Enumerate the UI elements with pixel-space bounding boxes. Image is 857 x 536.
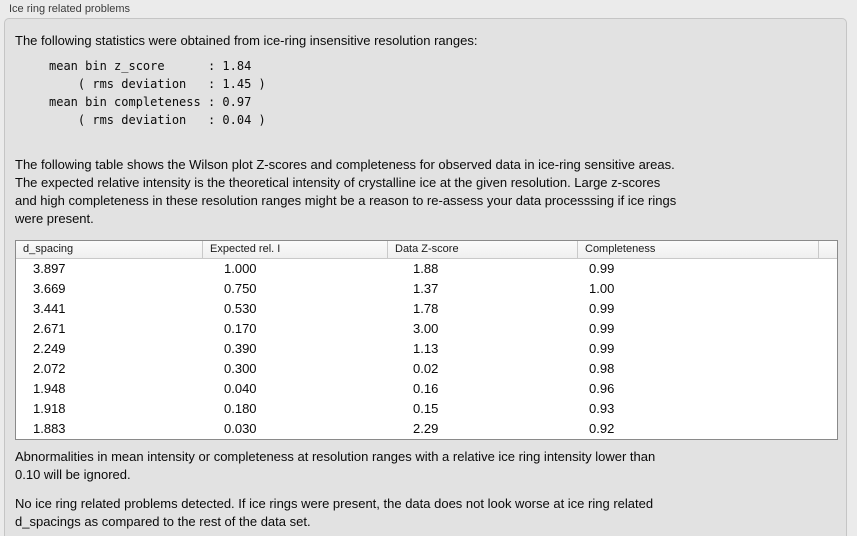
cell-completeness: 0.99 [589,261,615,276]
cell-d-spacing: 2.671 [33,321,66,336]
ice-ring-table[interactable]: d_spacing Expected rel. I Data Z-score C… [15,240,838,440]
cell-expected-rel-i: 0.170 [224,321,257,336]
column-header-d-spacing[interactable]: d_spacing [23,243,74,255]
cell-d-spacing: 1.948 [33,381,66,396]
table-row[interactable]: 2.072 0.300 0.02 0.98 [16,359,837,379]
table-row[interactable]: 1.918 0.180 0.15 0.93 [16,399,837,419]
intro-text: The following statistics were obtained f… [15,33,478,48]
cell-d-spacing: 2.072 [33,361,66,376]
stats-block: mean bin z_score : 1.84 ( rms deviation … [49,59,266,127]
cell-completeness: 0.92 [589,421,615,436]
cell-d-spacing: 3.441 [33,301,66,316]
cell-data-z-score: 3.00 [413,321,439,336]
cell-d-spacing: 3.897 [33,261,66,276]
table-row[interactable]: 3.441 0.530 1.78 0.99 [16,299,837,319]
cell-completeness: 1.00 [589,281,615,296]
cell-data-z-score: 1.88 [413,261,439,276]
cell-completeness: 0.96 [589,381,615,396]
cell-expected-rel-i: 0.750 [224,281,257,296]
cell-d-spacing: 1.918 [33,401,66,416]
ice-ring-groupbox: The following statistics were obtained f… [4,18,847,536]
cell-d-spacing: 2.249 [33,341,66,356]
cell-expected-rel-i: 0.030 [224,421,257,436]
conclusion-text: No ice ring related problems detected. I… [15,496,654,529]
cell-expected-rel-i: 0.040 [224,381,257,396]
cell-completeness: 0.93 [589,401,615,416]
table-body: 3.897 1.000 1.88 0.99 3.669 0.750 1.37 1… [16,259,837,439]
description-text: The following table shows the Wilson plo… [15,157,677,226]
cell-data-z-score: 0.16 [413,381,439,396]
cell-expected-rel-i: 0.390 [224,341,257,356]
cell-completeness: 0.99 [589,301,615,316]
column-header-data-z-score[interactable]: Data Z-score [387,241,577,258]
column-header-expected-rel-i[interactable]: Expected rel. I [202,241,387,258]
table-row[interactable]: 2.671 0.170 3.00 0.99 [16,319,837,339]
cell-d-spacing: 1.883 [33,421,66,436]
column-header-filler[interactable] [818,241,837,258]
cell-expected-rel-i: 0.530 [224,301,257,316]
column-header-completeness[interactable]: Completeness [577,241,818,258]
cell-data-z-score: 1.13 [413,341,439,356]
cell-data-z-score: 1.78 [413,301,439,316]
cell-expected-rel-i: 0.180 [224,401,257,416]
table-row[interactable]: 3.897 1.000 1.88 0.99 [16,259,837,279]
cell-completeness: 0.98 [589,361,615,376]
table-row[interactable]: 3.669 0.750 1.37 1.00 [16,279,837,299]
groupbox-title: Ice ring related problems [9,3,131,15]
cell-data-z-score: 1.37 [413,281,439,296]
cell-expected-rel-i: 0.300 [224,361,257,376]
cell-completeness: 0.99 [589,321,615,336]
table-row[interactable]: 1.948 0.040 0.16 0.96 [16,379,837,399]
ignore-note-text: Abnormalities in mean intensity or compl… [15,449,656,482]
cell-data-z-score: 2.29 [413,421,439,436]
cell-data-z-score: 0.02 [413,361,439,376]
cell-data-z-score: 0.15 [413,401,439,416]
table-header-row: d_spacing Expected rel. I Data Z-score C… [16,241,837,259]
cell-d-spacing: 3.669 [33,281,66,296]
cell-completeness: 0.99 [589,341,615,356]
cell-expected-rel-i: 1.000 [224,261,257,276]
table-row[interactable]: 1.883 0.030 2.29 0.92 [16,419,837,439]
table-row[interactable]: 2.249 0.390 1.13 0.99 [16,339,837,359]
